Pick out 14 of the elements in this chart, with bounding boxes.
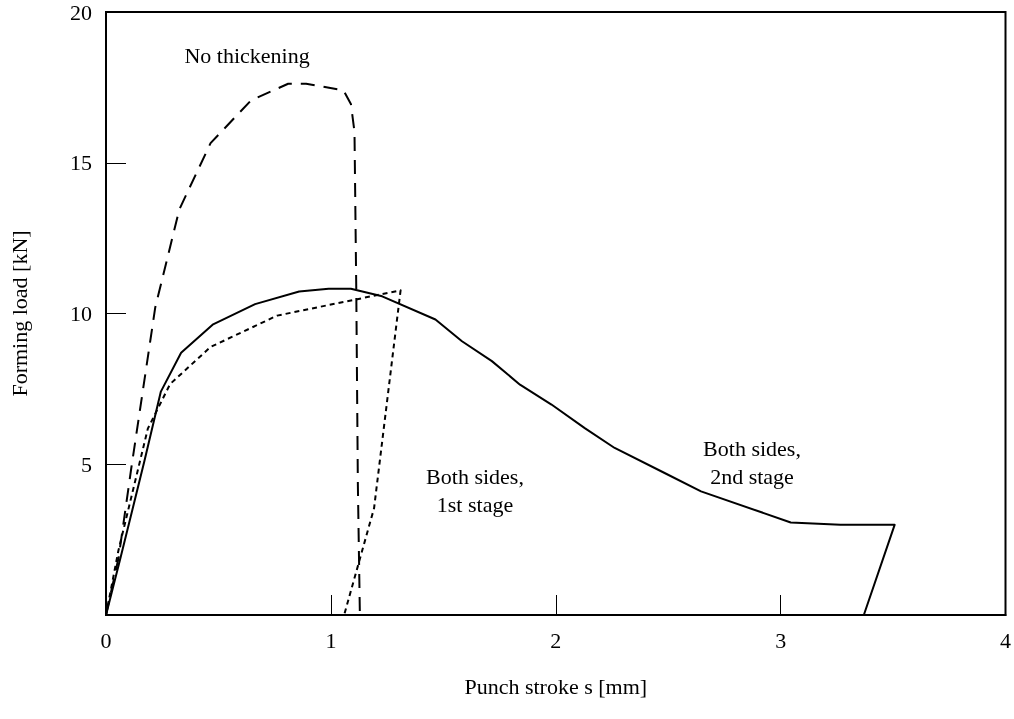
- y-tick-label: 15: [70, 150, 92, 176]
- y-tick-label: 20: [70, 0, 92, 25]
- x-axis-title: Punch stroke s [mm]: [464, 673, 648, 699]
- x-tick-label: 3: [775, 627, 787, 653]
- x-tick-label: 1: [325, 627, 337, 653]
- series-label: No thickening: [184, 42, 310, 68]
- x-tick-label: 4: [1000, 627, 1011, 653]
- x-tick-label: 2: [550, 627, 562, 653]
- x-tick-label: 0: [100, 627, 112, 653]
- y-tick-label: 5: [81, 451, 92, 477]
- y-axis-title: Forming load [kN]: [6, 230, 32, 397]
- y-tick-label: 10: [70, 301, 92, 326]
- series-label: Both sides, 2nd stage: [703, 435, 801, 489]
- text: Both sides, 1st stage: [426, 463, 524, 517]
